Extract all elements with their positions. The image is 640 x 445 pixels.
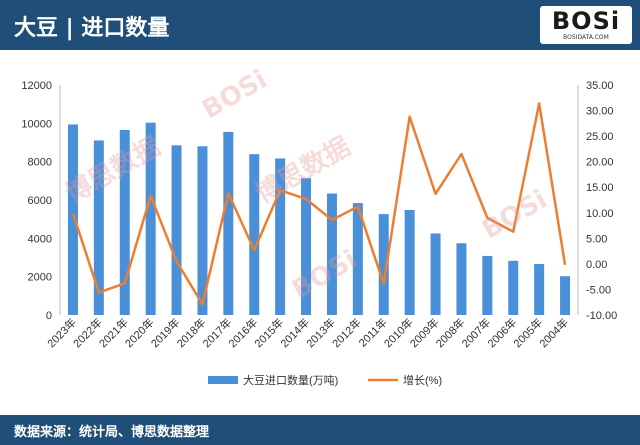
bar <box>378 214 389 315</box>
y-left-tick-label: 4000 <box>28 233 52 245</box>
bar <box>456 243 467 315</box>
bar <box>171 145 182 315</box>
bar <box>482 255 493 315</box>
y-left-tick-label: 10000 <box>21 118 52 130</box>
y-right-tick-label: 30.00 <box>586 106 614 118</box>
bar <box>352 203 363 315</box>
x-tick-label: 2012年 <box>329 315 364 350</box>
legend-bar-swatch <box>208 376 238 384</box>
growth-line <box>71 102 567 306</box>
chart-svg: 0 2000 4000 6000 8000 10000 12000 -10.00 -5.00 0.… <box>21 80 617 387</box>
y-right-tick-label: -5.00 <box>586 284 611 296</box>
y-left-tick-label: 2000 <box>28 272 52 284</box>
bar <box>119 130 130 315</box>
bar <box>145 122 156 315</box>
bar <box>560 276 571 315</box>
logo-url: BOSIDATA.COM <box>563 34 609 41</box>
y-right-tick-label: -10.00 <box>586 310 617 322</box>
bar <box>404 209 415 315</box>
bar <box>93 140 104 315</box>
y-right-tick-label: 35.00 <box>586 80 614 92</box>
y-left-tick-label: 8000 <box>28 157 52 169</box>
bar <box>534 264 545 315</box>
legend-label: 增长(%) <box>403 373 442 387</box>
brand-logo: BOSi BOSIDATA.COM <box>540 6 632 44</box>
y-right-tick-label: 5.00 <box>586 233 607 245</box>
y-left-tick-label: 0 <box>46 310 52 322</box>
bar <box>67 124 78 315</box>
legend-label: 大豆进口数量(万吨) <box>243 373 338 387</box>
page-title: 大豆 | 进口数量 <box>14 16 170 41</box>
chart-area: 0 2000 4000 6000 8000 10000 12000 -10.00 -5.00 0.… <box>0 50 640 415</box>
bar <box>223 131 234 315</box>
data-source: 数据来源：统计局、博思数据整理 <box>14 425 210 440</box>
bar <box>508 260 519 315</box>
x-tick-label: 2004年 <box>536 315 571 350</box>
bar <box>301 178 312 315</box>
bar <box>249 154 260 315</box>
bar <box>197 146 208 315</box>
footer-bar: 数据来源：统计局、博思数据整理 <box>0 415 640 445</box>
y-right-tick-label: 0.00 <box>586 259 607 271</box>
bar <box>326 193 337 315</box>
y-left-tick-label: 12000 <box>21 80 52 92</box>
y-right-tick-label: 15.00 <box>586 182 614 194</box>
y-left-tick-label: 6000 <box>28 195 52 207</box>
logo-text: BOSi <box>551 7 621 35</box>
y-right-tick-label: 10.00 <box>586 208 614 220</box>
header-bar: 大豆 | 进口数量 BOSi BOSIDATA.COM <box>0 0 640 50</box>
y-right-tick-label: 25.00 <box>586 131 614 143</box>
y-right-tick-label: 20.00 <box>586 157 614 169</box>
bar <box>430 233 441 315</box>
bar <box>275 158 286 315</box>
